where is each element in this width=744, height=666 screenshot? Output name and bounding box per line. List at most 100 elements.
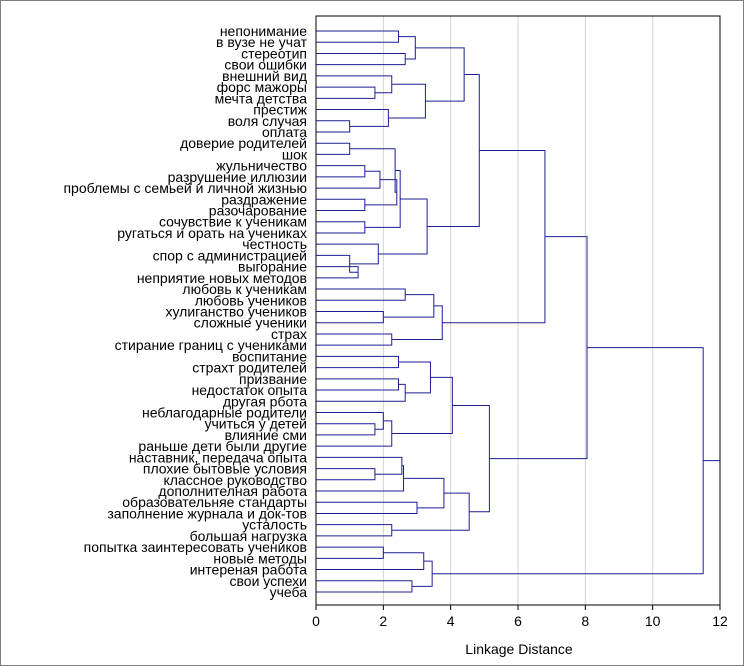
dendrogram-link bbox=[316, 311, 384, 324]
dendrogram-links bbox=[316, 30, 720, 593]
leaf-label: призвание bbox=[239, 371, 307, 387]
dendrogram-link bbox=[316, 355, 399, 369]
dendrogram-link bbox=[391, 305, 443, 341]
leaf-label: новые методы bbox=[213, 550, 307, 566]
leaf-label: любовь к ученикам bbox=[182, 281, 307, 297]
leaf-label: хулиганство учеников bbox=[165, 304, 307, 320]
leaf-label: наставник, передача опыта bbox=[129, 449, 307, 465]
leaf-label: оплата bbox=[262, 124, 307, 140]
leaf-label: доверие родителей bbox=[180, 135, 307, 151]
x-tick-label: 4 bbox=[447, 613, 455, 629]
dendrogram-link bbox=[364, 179, 398, 206]
dendrogram-link bbox=[316, 243, 379, 265]
dendrogram-link bbox=[415, 47, 465, 102]
leaf-label: попытка заинтересовать учеников bbox=[84, 539, 307, 555]
dendrogram-link bbox=[316, 86, 376, 99]
dendrogram-link bbox=[442, 149, 546, 324]
leaf-label: выгорание bbox=[238, 259, 307, 275]
grid-lines bbox=[382, 16, 654, 605]
x-axis-ticks: 0 2 4 6 8 10 12 bbox=[312, 605, 728, 629]
leaf-label: заполнение журнала и док-тов bbox=[107, 505, 307, 521]
leaf-label: раньше дети были другие bbox=[138, 438, 307, 454]
leaf-label: большая нагрузка bbox=[190, 528, 308, 544]
dendrogram-link bbox=[316, 170, 381, 189]
dendrogram-link bbox=[316, 198, 366, 212]
x-tick-label: 10 bbox=[645, 613, 661, 629]
dendrogram-link bbox=[398, 36, 416, 60]
leaf-label: сложные ученики bbox=[194, 315, 307, 331]
dendrogram-link bbox=[316, 546, 384, 559]
dendrogram-link bbox=[378, 198, 428, 255]
leaf-label: плохие бытовые условия bbox=[143, 461, 307, 477]
dendrogram-link bbox=[316, 120, 351, 133]
leaf-label: разрушение иллюзии bbox=[168, 169, 307, 185]
leaf-label: ругаться и орать на учениках bbox=[117, 225, 307, 241]
leaf-label: стереотип bbox=[241, 45, 307, 61]
leaf-label: учеба bbox=[270, 584, 308, 600]
dendrogram-link bbox=[316, 420, 393, 447]
dendrogram-link bbox=[388, 83, 426, 119]
dendrogram-link bbox=[316, 333, 393, 346]
dendrogram-link bbox=[316, 524, 393, 537]
dendrogram-link bbox=[316, 142, 351, 155]
leaf-label: страхт родителей bbox=[192, 360, 307, 376]
dendrogram-link bbox=[452, 404, 490, 513]
leaf-label: внешний вид bbox=[222, 68, 307, 84]
leaf-label: учиться у детей bbox=[204, 416, 307, 432]
leaf-label: сочувствие к ученикам bbox=[159, 214, 307, 230]
leaf-label: мечта детства bbox=[215, 90, 308, 106]
dendrogram-link bbox=[411, 560, 433, 587]
dendrogram-link bbox=[383, 294, 435, 318]
dendrogram-link bbox=[427, 73, 480, 227]
dendrogram-link bbox=[316, 109, 389, 127]
dendrogram-link bbox=[316, 411, 384, 430]
x-tick-label: 2 bbox=[379, 613, 387, 629]
dendrogram-link bbox=[316, 30, 399, 43]
dendrogram-link bbox=[316, 221, 366, 234]
leaf-label: непонимание bbox=[220, 23, 307, 39]
dendrogram-link bbox=[316, 383, 406, 402]
leaf-label: жульничество bbox=[216, 158, 307, 174]
leaf-label: честность bbox=[242, 236, 307, 252]
x-tick-label: 8 bbox=[581, 613, 589, 629]
leaf-label: спор с администрацией bbox=[153, 247, 307, 263]
leaf-label: неблагодарные родители bbox=[142, 404, 307, 420]
leaf-label: воля случая bbox=[228, 113, 307, 129]
leaf-label: стирание границ с учениками bbox=[115, 337, 307, 353]
leaf-label: классное руководство bbox=[163, 472, 307, 488]
dendrogram-link bbox=[349, 148, 397, 193]
dendrogram-link bbox=[316, 552, 425, 571]
dendrogram-link bbox=[391, 376, 453, 435]
leaf-label: другая рбота bbox=[223, 393, 307, 409]
leaf-label: дополнителная работа bbox=[158, 483, 307, 499]
leaf-label: шок bbox=[282, 146, 308, 162]
leaf-label: престиж bbox=[253, 102, 307, 118]
leaf-label: форс мажоры bbox=[217, 79, 307, 95]
leaf-label: свои успехи bbox=[230, 573, 308, 589]
dendrogram-link bbox=[489, 236, 588, 460]
leaf-label: влияние сми bbox=[225, 427, 307, 443]
leaf-label: раздражение bbox=[221, 191, 307, 207]
dendrogram-link bbox=[316, 456, 403, 475]
leaf-label: усталость bbox=[242, 517, 307, 533]
dendrogram-link bbox=[316, 501, 418, 514]
x-tick-label: 6 bbox=[514, 613, 522, 629]
dendrogram-link bbox=[316, 423, 376, 436]
dendrogram-link bbox=[391, 492, 470, 531]
dendrogram-link bbox=[432, 347, 704, 575]
dendrogram-link bbox=[316, 468, 376, 481]
leaf-label: недостаток опыта bbox=[192, 382, 308, 398]
leaf-label: воспитание bbox=[232, 348, 307, 364]
dendrogram-link bbox=[316, 52, 406, 66]
leaf-label: в вузе не учат bbox=[216, 34, 308, 50]
dendrogram-link bbox=[316, 165, 366, 178]
dendrogram-link bbox=[316, 580, 413, 593]
dendrogram-link bbox=[316, 378, 399, 391]
x-tick-label: 12 bbox=[712, 613, 728, 629]
dendrogram-link bbox=[398, 361, 431, 394]
leaf-label: интереная работа bbox=[190, 562, 307, 578]
dendrogram-link bbox=[403, 477, 445, 509]
